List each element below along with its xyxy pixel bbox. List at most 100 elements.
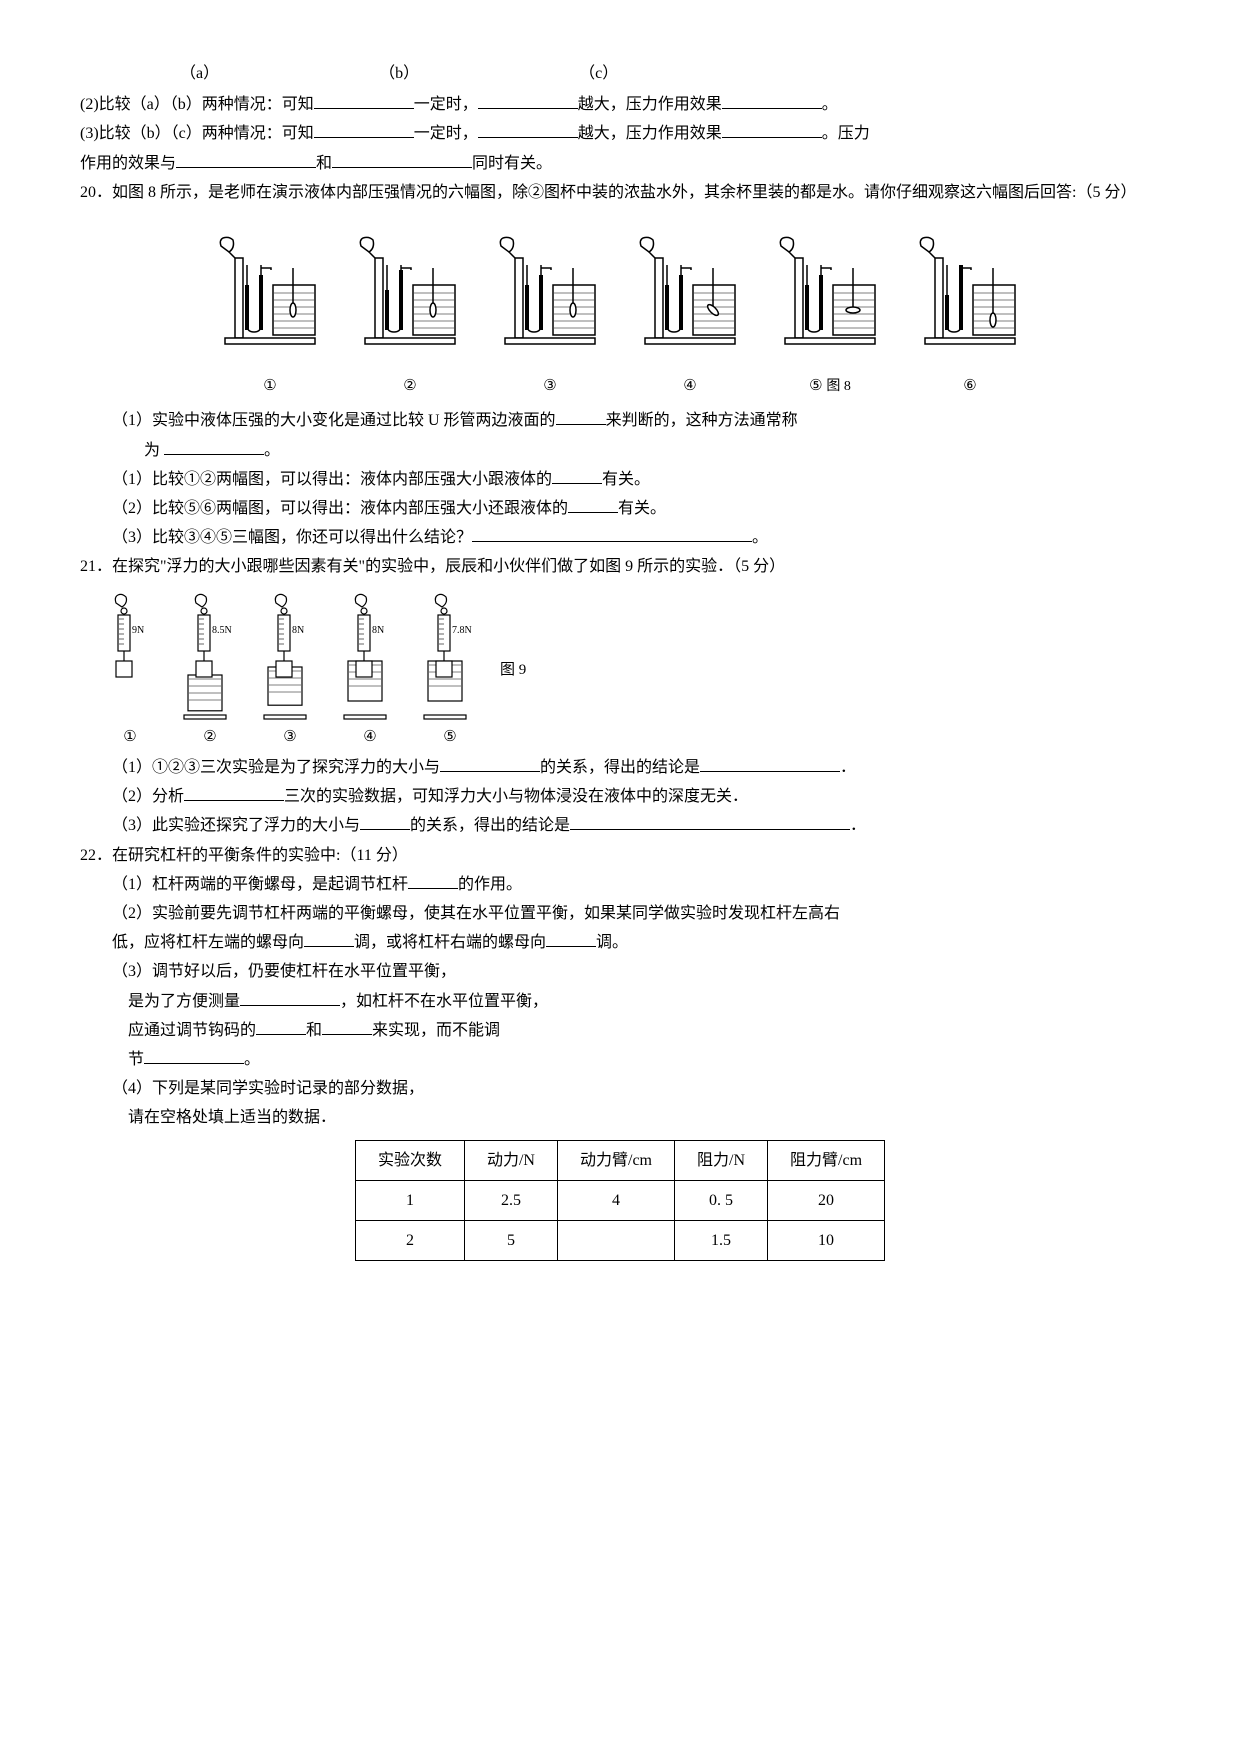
q22-p3a: （3）调节好以后，仍要使杠杆在水平位置平衡， bbox=[112, 958, 1160, 985]
figure-label: ① bbox=[263, 374, 276, 400]
spring-scale-icon: 7.8N bbox=[420, 591, 480, 721]
blank[interactable] bbox=[408, 872, 458, 889]
cell[interactable] bbox=[558, 1220, 675, 1260]
blank[interactable] bbox=[478, 121, 578, 138]
text: 越大，压力作用效果 bbox=[578, 96, 722, 113]
col-header: 实验次数 bbox=[355, 1140, 464, 1180]
blank[interactable] bbox=[304, 930, 354, 947]
blank[interactable] bbox=[256, 1018, 306, 1035]
figure-label: ② bbox=[203, 725, 216, 751]
spring-scale-icon: 8N bbox=[260, 591, 320, 721]
text: 和 bbox=[306, 1022, 322, 1039]
q20-p4: （3）比较③④⑤三幅图，你还可以得出什么结论？ 。 bbox=[112, 524, 1160, 551]
table-row: 1 2.5 4 0. 5 20 bbox=[355, 1180, 884, 1220]
blank[interactable] bbox=[570, 813, 850, 830]
text: 是为了方便测量 bbox=[128, 993, 240, 1010]
figure-label: ③ bbox=[543, 374, 556, 400]
table-row: 2 5 1.5 10 bbox=[355, 1220, 884, 1260]
blank[interactable] bbox=[722, 121, 822, 138]
table-header-row: 实验次数 动力/N 动力臂/cm 阻力/N 阻力臂/cm bbox=[355, 1140, 884, 1180]
text: （1）①②③三次实验是为了探究浮力的大小与 bbox=[112, 759, 440, 776]
text: 。 bbox=[752, 529, 768, 546]
figure-label: ② bbox=[403, 374, 416, 400]
beaker-diagram-icon bbox=[215, 230, 325, 370]
q22-p2b: 低，应将杠杆左端的螺母向调，或将杠杆右端的螺母向调。 bbox=[112, 929, 1160, 956]
beaker-diagram-icon bbox=[355, 230, 465, 370]
text: ． bbox=[850, 817, 866, 834]
q21-p2: （2）分析三次的实验数据，可知浮力大小与物体浸没在液体中的深度无关． bbox=[112, 783, 1160, 810]
q19-line3: (3)比较（b）（c）两种情况：可知一定时，越大，压力作用效果。压力 bbox=[80, 120, 1160, 147]
text: 。 bbox=[244, 1051, 260, 1068]
text: 来判断的，这种方法通常称 bbox=[606, 412, 798, 429]
svg-text:8N: 8N bbox=[372, 625, 384, 636]
text: 。 bbox=[264, 442, 280, 459]
text: （3）比较③④⑤三幅图，你还可以得出什么结论？ bbox=[112, 529, 472, 546]
blank[interactable] bbox=[144, 1047, 244, 1064]
q21-p1: （1）①②③三次实验是为了探究浮力的大小与的关系，得出的结论是． bbox=[112, 754, 1160, 781]
col-header: 阻力/N bbox=[675, 1140, 768, 1180]
blank[interactable] bbox=[240, 989, 340, 1006]
svg-text:7.8N: 7.8N bbox=[452, 625, 472, 636]
spring-figure: 8N ③ bbox=[260, 591, 320, 751]
beaker-figure: ① bbox=[215, 230, 325, 400]
blank[interactable] bbox=[440, 755, 540, 772]
text: （1）杠杆两端的平衡螺母，是起调节杠杆 bbox=[112, 876, 408, 893]
blank[interactable] bbox=[546, 930, 596, 947]
q22-p1: （1）杠杆两端的平衡螺母，是起调节杠杆 的作用。 bbox=[112, 871, 1160, 898]
blank[interactable] bbox=[322, 1018, 372, 1035]
beaker-figure: ② bbox=[355, 230, 465, 400]
text: 来实现，而不能调 bbox=[372, 1022, 500, 1039]
blank[interactable] bbox=[184, 784, 284, 801]
text: 低，应将杠杆左端的螺母向 bbox=[112, 934, 304, 951]
figure-label: ③ bbox=[283, 725, 296, 751]
text: (3)比较（b）（c）两种情况：可知 bbox=[80, 125, 314, 142]
text: 应通过调节钩码的 bbox=[128, 1022, 256, 1039]
blank[interactable] bbox=[314, 92, 414, 109]
beaker-figure: ⑥ bbox=[915, 230, 1025, 400]
cell: 0. 5 bbox=[675, 1180, 768, 1220]
blank[interactable] bbox=[700, 755, 840, 772]
label-a: （a） bbox=[180, 60, 219, 87]
cell: 20 bbox=[768, 1180, 885, 1220]
q22-p3c: 应通过调节钩码的 和 来实现，而不能调 bbox=[112, 1017, 1160, 1044]
blank[interactable] bbox=[360, 813, 410, 830]
cell: 2 bbox=[355, 1220, 464, 1260]
figure-label: ① bbox=[123, 725, 136, 751]
cell: 1 bbox=[355, 1180, 464, 1220]
blank[interactable] bbox=[332, 151, 472, 168]
text: 越大，压力作用效果 bbox=[578, 125, 722, 142]
figure-label: ⑥ bbox=[963, 374, 976, 400]
blank[interactable] bbox=[552, 467, 602, 484]
text: 节 bbox=[128, 1051, 144, 1068]
blank[interactable] bbox=[164, 438, 264, 455]
figure-8: ① ② bbox=[80, 230, 1160, 400]
text: 的关系，得出的结论是 bbox=[410, 817, 570, 834]
blank[interactable] bbox=[176, 151, 316, 168]
spring-figure: 7.8N ⑤ bbox=[420, 591, 480, 751]
data-table: 实验次数 动力/N 动力臂/cm 阻力/N 阻力臂/cm 1 2.5 4 0. … bbox=[355, 1140, 885, 1262]
beaker-diagram-icon bbox=[495, 230, 605, 370]
blank[interactable] bbox=[478, 92, 578, 109]
figure-9: 9N ① 8.5N bbox=[100, 591, 1160, 751]
q22-p3b: 是为了方便测量，如杠杆不在水平位置平衡， bbox=[112, 988, 1160, 1015]
text: 的作用。 bbox=[458, 876, 522, 893]
blank[interactable] bbox=[722, 92, 822, 109]
text: 的关系，得出的结论是 bbox=[540, 759, 700, 776]
text: （3）此实验还探究了浮力的大小与 bbox=[112, 817, 360, 834]
spring-figure: 9N ① bbox=[100, 591, 160, 751]
text: 三次的实验数据，可知浮力大小与物体浸没在液体中的深度无关． bbox=[284, 788, 748, 805]
q21-head: 21．在探究"浮力的大小跟哪些因素有关"的实验中，辰辰和小伙伴们做了如图 9 所… bbox=[80, 553, 1160, 580]
text: （2）比较⑤⑥两幅图，可以得出：液体内部压强大小还跟液体的 bbox=[112, 500, 568, 517]
col-header: 动力/N bbox=[464, 1140, 557, 1180]
text: 作用的效果与 bbox=[80, 155, 176, 172]
blank[interactable] bbox=[472, 525, 752, 542]
label-b: （b） bbox=[379, 60, 419, 87]
blank[interactable] bbox=[568, 496, 618, 513]
blank[interactable] bbox=[314, 121, 414, 138]
text: 调，或将杠杆右端的螺母向 bbox=[354, 934, 546, 951]
blank[interactable] bbox=[556, 408, 606, 425]
cell: 1.5 bbox=[675, 1220, 768, 1260]
text: 一定时， bbox=[414, 96, 478, 113]
beaker-figure: ⑤ 图 8 bbox=[775, 230, 885, 400]
beaker-diagram-icon bbox=[635, 230, 745, 370]
